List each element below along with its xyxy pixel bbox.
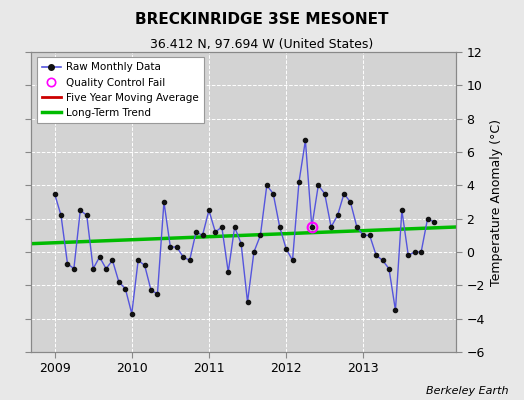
Y-axis label: Temperature Anomaly (°C): Temperature Anomaly (°C) (490, 118, 503, 286)
Legend: Raw Monthly Data, Quality Control Fail, Five Year Moving Average, Long-Term Tren: Raw Monthly Data, Quality Control Fail, … (37, 57, 204, 123)
Text: BRECKINRIDGE 3SE MESONET: BRECKINRIDGE 3SE MESONET (135, 12, 389, 27)
Text: Berkeley Earth: Berkeley Earth (426, 386, 508, 396)
Text: 36.412 N, 97.694 W (United States): 36.412 N, 97.694 W (United States) (150, 38, 374, 51)
